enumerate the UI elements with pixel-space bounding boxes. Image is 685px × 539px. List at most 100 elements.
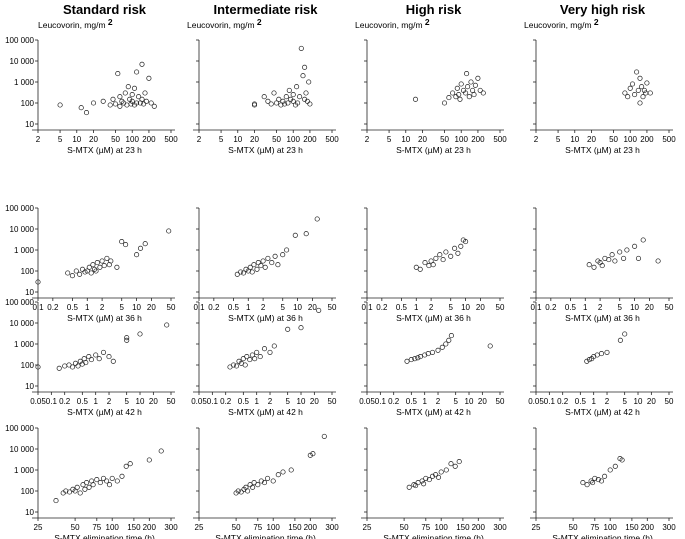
data-point — [456, 92, 462, 98]
data-point — [622, 90, 628, 96]
x-axis-label: S-MTX (µM) at 42 h — [228, 407, 303, 417]
data-point — [294, 84, 300, 90]
x-tick-label: 20 — [478, 397, 487, 406]
data-point — [438, 469, 444, 475]
x-tick-label: 1 — [414, 303, 419, 312]
data-point — [261, 94, 267, 100]
data-point — [297, 94, 303, 100]
data-point — [584, 358, 590, 364]
data-point — [112, 101, 119, 107]
data-point — [262, 264, 268, 270]
x-tick-label: 50 — [328, 303, 337, 312]
data-point — [300, 73, 306, 79]
x-tick-label: 10 — [461, 303, 470, 312]
data-point — [106, 482, 113, 488]
x-tick-label: 200 — [640, 135, 654, 144]
x-tick-label: 0.2 — [208, 303, 220, 312]
data-point — [280, 252, 286, 258]
x-tick-label: 0.5 — [575, 397, 587, 406]
data-point — [428, 258, 434, 264]
x-tick-label: 500 — [164, 135, 178, 144]
data-point — [463, 90, 469, 96]
data-point — [617, 337, 623, 343]
x-tick-label: 200 — [142, 135, 156, 144]
data-point — [255, 482, 261, 488]
data-point — [53, 498, 59, 504]
x-tick-label: 10 — [297, 397, 306, 406]
x-tick-label: 20 — [250, 135, 259, 144]
data-point — [588, 478, 594, 484]
x-tick-label: 0.2 — [545, 303, 557, 312]
x-tick-label: 20 — [418, 135, 427, 144]
data-point — [457, 96, 463, 102]
x-tick-label: 200 — [303, 135, 317, 144]
data-point — [464, 71, 470, 77]
y-axis-label: Leucovorin, mg/m 2 — [187, 17, 262, 30]
x-tick-label: 0.1 — [46, 397, 58, 406]
data-point — [74, 484, 80, 490]
y-tick-label: 1 000 — [14, 246, 35, 255]
y-tick-label: 10 000 — [10, 225, 35, 234]
data-point — [97, 264, 103, 270]
data-point — [119, 473, 125, 479]
data-point — [641, 87, 647, 93]
data-point — [604, 349, 610, 355]
x-tick-label: 0.5 — [565, 303, 577, 312]
x-tick-label: 0.5 — [67, 303, 79, 312]
data-point — [290, 92, 296, 98]
data-point — [164, 322, 170, 328]
x-tick-label: 20 — [149, 397, 158, 406]
data-point — [134, 252, 140, 258]
data-point — [404, 358, 410, 364]
data-point — [580, 480, 586, 486]
data-point — [591, 264, 597, 270]
x-tick-label: 100 — [106, 523, 120, 532]
data-point — [251, 262, 257, 268]
data-point — [260, 258, 266, 264]
data-point — [639, 84, 645, 90]
data-point — [129, 92, 135, 98]
x-tick-label: 150 — [625, 523, 639, 532]
data-point — [249, 269, 255, 275]
x-tick-label: 0.2 — [59, 397, 71, 406]
data-point — [640, 94, 646, 100]
x-tick-label: 10 — [72, 135, 81, 144]
data-point — [592, 475, 598, 481]
data-point — [84, 480, 90, 486]
data-point — [443, 341, 449, 347]
data-point — [426, 477, 432, 483]
data-point — [158, 448, 164, 454]
x-tick-label: 5 — [448, 303, 453, 312]
data-point — [148, 100, 154, 106]
data-point — [88, 357, 94, 363]
data-point — [78, 105, 84, 111]
data-point — [644, 80, 650, 86]
x-tick-label: 100 — [126, 135, 140, 144]
data-point — [272, 253, 278, 259]
data-point — [69, 364, 76, 370]
data-point — [123, 242, 129, 248]
x-tick-label: 25 — [34, 523, 43, 532]
data-point — [302, 64, 308, 70]
data-point — [273, 100, 280, 106]
x-tick-label: 10 — [401, 135, 410, 144]
data-point — [280, 98, 286, 104]
data-point — [86, 264, 92, 270]
data-point — [621, 255, 627, 261]
data-point — [268, 101, 274, 107]
x-tick-label: 5 — [119, 303, 124, 312]
x-tick-label: 20 — [647, 397, 656, 406]
x-tick-label: 5 — [58, 135, 63, 144]
data-point — [406, 484, 412, 490]
y-tick-label: 1 000 — [14, 340, 35, 349]
x-tick-label: 0.2 — [557, 397, 569, 406]
x-tick-label: 2 — [261, 303, 266, 312]
data-point — [622, 331, 628, 337]
x-tick-label: 0.2 — [220, 397, 232, 406]
data-point — [106, 354, 112, 360]
x-tick-label: 20 — [476, 303, 485, 312]
data-point — [252, 356, 258, 362]
x-tick-label: 5 — [280, 303, 285, 312]
x-tick-label: 5 — [556, 135, 561, 144]
data-point — [419, 478, 425, 484]
